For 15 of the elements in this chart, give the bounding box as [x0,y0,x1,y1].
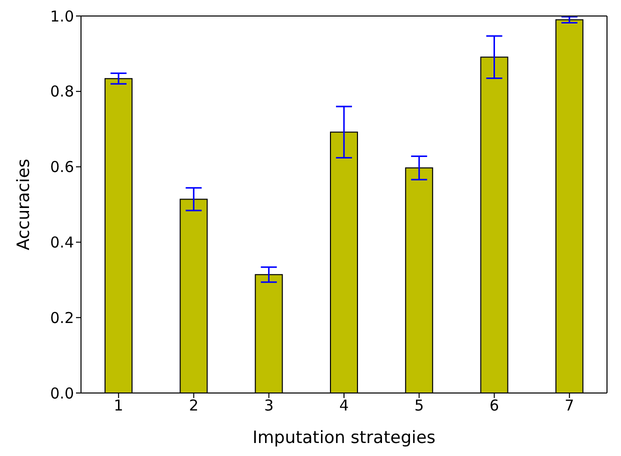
y-tick-label: 0.8 [50,82,74,101]
x-tick-label: 7 [564,396,574,415]
x-tick-label: 3 [264,396,274,415]
x-tick-label: 2 [188,396,198,415]
y-tick-label: 0.0 [50,384,74,402]
x-tick-label: 5 [414,396,424,415]
y-tick-label: 1.0 [50,7,74,26]
x-tick-label: 4 [339,396,349,415]
x-tick-label: 1 [114,396,124,415]
x-axis-title: Imputation strategies [252,428,436,448]
x-tick-label: 6 [490,396,500,415]
y-tick-label: 0.6 [50,158,74,176]
y-tick-label: 0.2 [50,308,74,327]
y-tick-label: 0.4 [50,234,74,252]
y-axis-title: Accuracies [14,158,34,250]
